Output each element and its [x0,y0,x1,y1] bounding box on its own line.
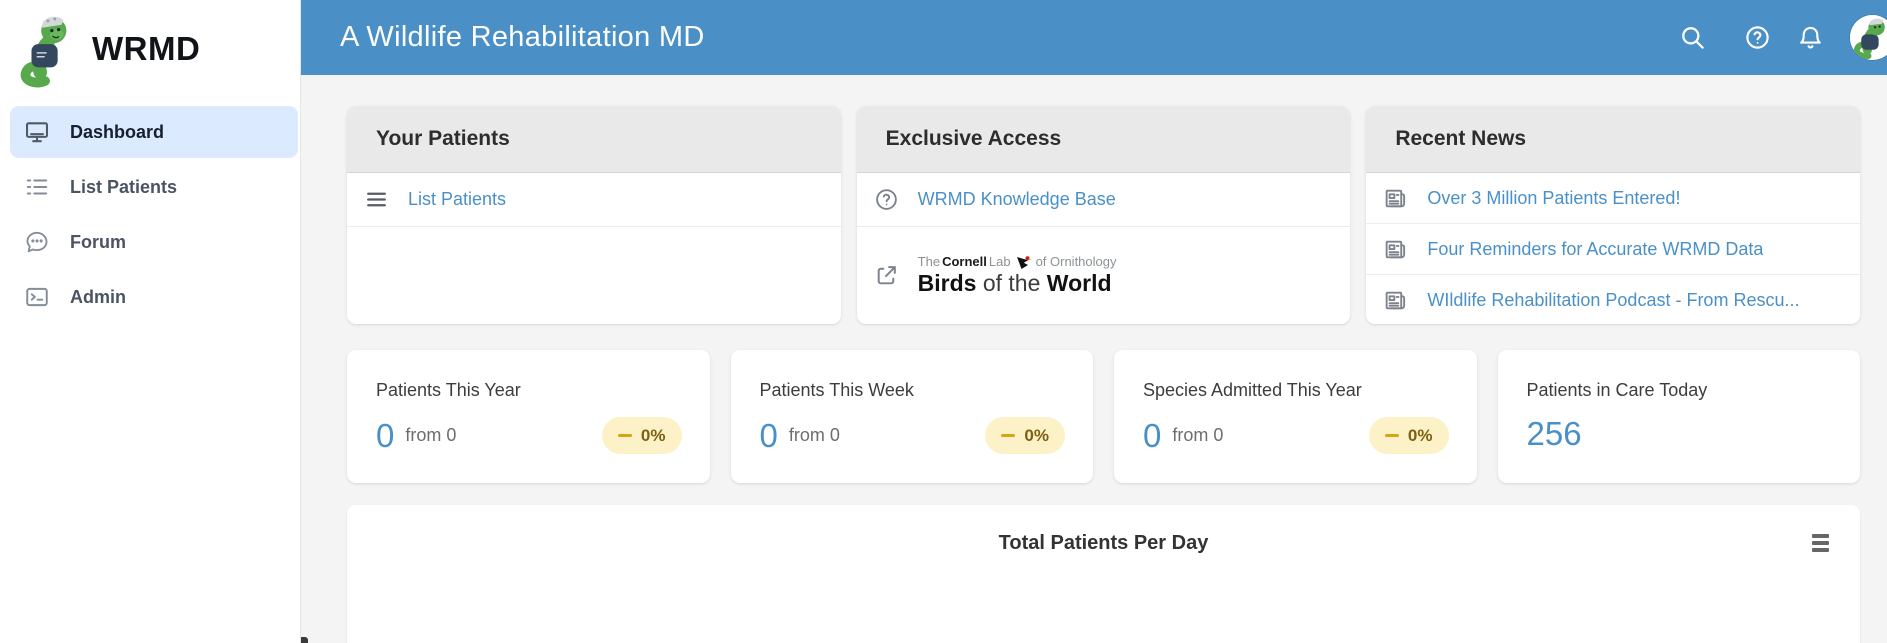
news-link[interactable]: Four Reminders for Accurate WRMD Data [1427,238,1764,259]
chat-bubble-icon [24,229,50,255]
trend-badge: 0% [1368,417,1449,454]
logo-text-cornell: Cornell [942,253,987,269]
birds-of-world-wordmark: Birds of the World [918,270,1112,296]
stat-comparison: from 0 [1172,425,1224,445]
sidebar-nav: Dashboard List Patients [0,106,300,323]
main-content: Your Patients List Patients Exclusive Ac… [301,75,1887,643]
trend-percent: 0% [640,425,666,445]
brand-name: WRMD [92,30,201,67]
trend-flat-icon [1384,434,1399,437]
stat-card-patients-in-care: Patients in Care Today 256 [1497,350,1860,483]
list-patients-link[interactable]: List Patients [408,189,507,209]
sidebar-item-label: List Patients [70,176,178,197]
news-link[interactable]: WIldlife Rehabilitation Podcast - From R… [1427,290,1800,310]
header-actions [1679,15,1887,60]
cornell-lab-wordmark: The Cornell Lab of Ornithology [917,253,1117,270]
stat-comparison: from 0 [405,425,457,445]
logo-text-world: World [1046,269,1112,296]
newspaper-icon [1383,237,1408,262]
stat-label: Species Admitted This Year [1143,380,1362,400]
chart-context-menu-icon[interactable] [1812,534,1829,555]
stat-card-patients-this-year: Patients This Year 0 from 0 0% [347,350,710,483]
panel-title: Exclusive Access [856,106,1351,173]
logo-text-lab: Lab [988,253,1011,269]
panel-title: Recent News [1366,106,1860,173]
sidebar-item-label: Admin [70,286,126,307]
sidebar-item-label: Forum [70,231,126,252]
wrmd-mascot-logo [16,10,78,88]
sidebar-item-forum[interactable]: Forum [10,216,298,268]
stat-label: Patients This Year [376,380,521,400]
stat-card-patients-this-week: Patients This Week 0 from 0 0% [730,350,1093,483]
stat-value: 0 [1143,417,1162,454]
panel-title: Your Patients [347,106,841,173]
news-item-row[interactable]: WIldlife Rehabilitation Podcast - From R… [1366,275,1860,324]
news-item-row[interactable]: Over 3 Million Patients Entered! [1366,173,1860,224]
stat-label: Patients in Care Today [1526,380,1708,400]
trend-badge: 0% [985,417,1065,454]
trend-percent: 0% [1024,425,1049,445]
exclusive-access-panel: Exclusive Access WRMD Knowledge Base [856,106,1351,324]
sidebar-item-list-patients[interactable]: List Patients [10,161,298,213]
stat-value: 256 [1526,415,1582,452]
logo-text-of-ornithology: of Ornithology [1035,253,1117,269]
woodpecker-icon [1015,255,1032,270]
search-icon[interactable] [1679,24,1706,51]
recent-news-panel: Recent News Over 3 Million Patients Ente… [1366,106,1860,324]
stat-comparison: from 0 [788,425,840,445]
terminal-icon [24,284,50,310]
logo-text-the: The [917,253,941,269]
list-patients-link-row[interactable]: List Patients [347,173,841,227]
sidebar: WRMD Dashboard List Patients [0,0,301,643]
trend-percent: 0% [1407,425,1433,445]
trend-badge: 0% [601,417,682,454]
notifications-bell-icon[interactable] [1797,24,1824,51]
stats-row: Patients This Year 0 from 0 0% Patients … [347,350,1860,483]
knowledge-base-link[interactable]: WRMD Knowledge Base [917,189,1116,209]
birds-of-the-world-logo: The Cornell Lab of Ornithology Birds of th [917,253,1117,296]
stat-value: 0 [759,417,778,454]
top-panels-row: Your Patients List Patients Exclusive Ac… [347,106,1860,324]
menu-lines-icon [364,187,389,212]
stat-card-species-admitted: Species Admitted This Year 0 from 0 0% [1114,350,1477,483]
news-link[interactable]: Over 3 Million Patients Entered! [1427,187,1681,208]
your-patients-panel: Your Patients List Patients [347,106,841,324]
logo-text-of-the: of the [976,269,1047,296]
trend-flat-icon [1001,434,1016,437]
question-circle-icon [874,187,899,212]
trend-flat-icon [617,434,632,437]
chart-title: Total Patients Per Day [998,532,1209,554]
birds-of-the-world-link-row[interactable]: The Cornell Lab of Ornithology Birds of th [857,227,1351,324]
newspaper-icon [1383,186,1408,211]
stat-label: Patients This Week [759,380,914,400]
news-item-row[interactable]: Four Reminders for Accurate WRMD Data [1366,224,1860,275]
external-link-icon [874,263,899,288]
user-avatar[interactable] [1850,15,1887,60]
logo-text-birds: Birds [917,269,977,296]
sidebar-item-label: Dashboard [70,121,165,142]
stat-value: 0 [376,417,395,454]
total-patients-chart-card: Total Patients Per Day [347,505,1860,643]
list-icon [24,174,50,200]
brand-home-link[interactable]: WRMD [0,0,300,94]
newspaper-icon [1383,288,1408,313]
sidebar-item-dashboard[interactable]: Dashboard [10,106,298,158]
help-icon[interactable] [1744,24,1771,51]
knowledge-base-link-row[interactable]: WRMD Knowledge Base [856,173,1351,227]
sidebar-item-admin[interactable]: Admin [10,271,298,323]
page-title: A Wildlife Rehabilitation MD [340,21,705,53]
top-header-bar: A Wildlife Rehabilitation MD [301,0,1887,75]
monitor-icon [24,119,50,145]
